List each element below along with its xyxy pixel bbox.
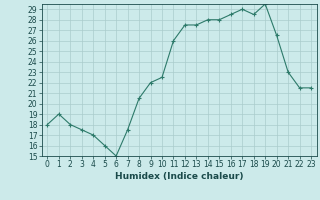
X-axis label: Humidex (Indice chaleur): Humidex (Indice chaleur) <box>115 172 244 181</box>
